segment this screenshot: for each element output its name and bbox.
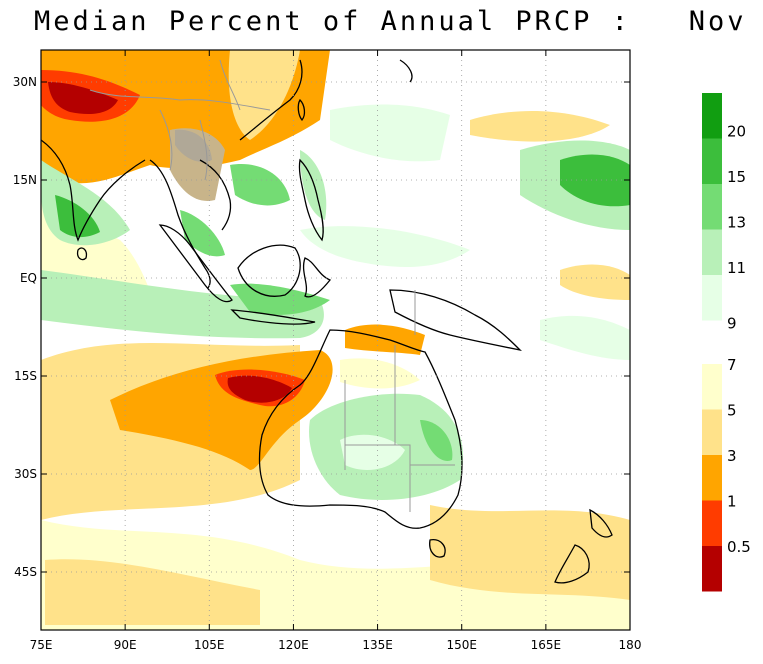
colorbar-swatch: [702, 275, 722, 321]
lon-label: 180: [619, 638, 642, 652]
colorbar-label: 1: [727, 493, 737, 511]
lon-label: 90E: [114, 638, 137, 652]
precip-field: [41, 50, 630, 630]
colorbar-label: 11: [727, 259, 746, 277]
colorbar-swatch: [702, 500, 722, 546]
lon-label: 165E: [531, 638, 562, 652]
lat-label: 15N: [13, 173, 37, 187]
colorbar-swatch: [702, 229, 722, 275]
colorbar-label: 7: [727, 356, 737, 374]
lat-label: 15S: [14, 369, 37, 383]
gridlines: [41, 50, 630, 630]
colorbar-swatch: [702, 184, 722, 230]
title-text: Median Percent of Annual PRCP :: [34, 6, 631, 37]
lon-label: 120E: [278, 638, 309, 652]
lat-label: EQ: [20, 271, 37, 285]
colorbar-swatch: [702, 364, 722, 410]
coastlines: [41, 59, 613, 584]
lon-labels: 75E 90E 105E 120E 135E 150E 165E 180: [30, 638, 642, 652]
colorbar: [702, 93, 722, 592]
lon-label: 105E: [194, 638, 225, 652]
colorbar-label: 15: [727, 168, 746, 186]
plot-frame: [40, 49, 631, 631]
lat-labels: 30N 15N EQ 15S 30S 45S: [13, 75, 37, 579]
axis-ticks: [40, 50, 631, 630]
lat-label: 30S: [14, 467, 37, 481]
lon-label: 150E: [446, 638, 477, 652]
colorbar-label: 13: [727, 214, 746, 232]
figure-title: Median Percent of Annual PRCP : Nov: [34, 6, 746, 37]
colorbar-labels: 20 15 13 11 9 7 5 3 1 0.5: [727, 123, 751, 557]
lat-label: 45S: [14, 565, 37, 579]
lon-label: 135E: [362, 638, 393, 652]
colorbar-swatch: [702, 138, 722, 184]
title-month: Nov: [688, 6, 747, 37]
colorbar-label: 20: [727, 123, 746, 141]
colorbar-swatch: [702, 455, 722, 501]
colorbar-swatch: [702, 409, 722, 455]
colorbar-label: 5: [727, 402, 737, 420]
colorbar-label: 0.5: [727, 538, 751, 556]
colorbar-label: 9: [727, 315, 737, 333]
colorbar-swatch: [702, 93, 722, 139]
colorbar-swatch: [702, 546, 722, 592]
lat-label: 30N: [13, 75, 37, 89]
lon-label: 75E: [30, 638, 53, 652]
political-borders: [89, 59, 455, 512]
colorbar-label: 3: [727, 447, 737, 465]
